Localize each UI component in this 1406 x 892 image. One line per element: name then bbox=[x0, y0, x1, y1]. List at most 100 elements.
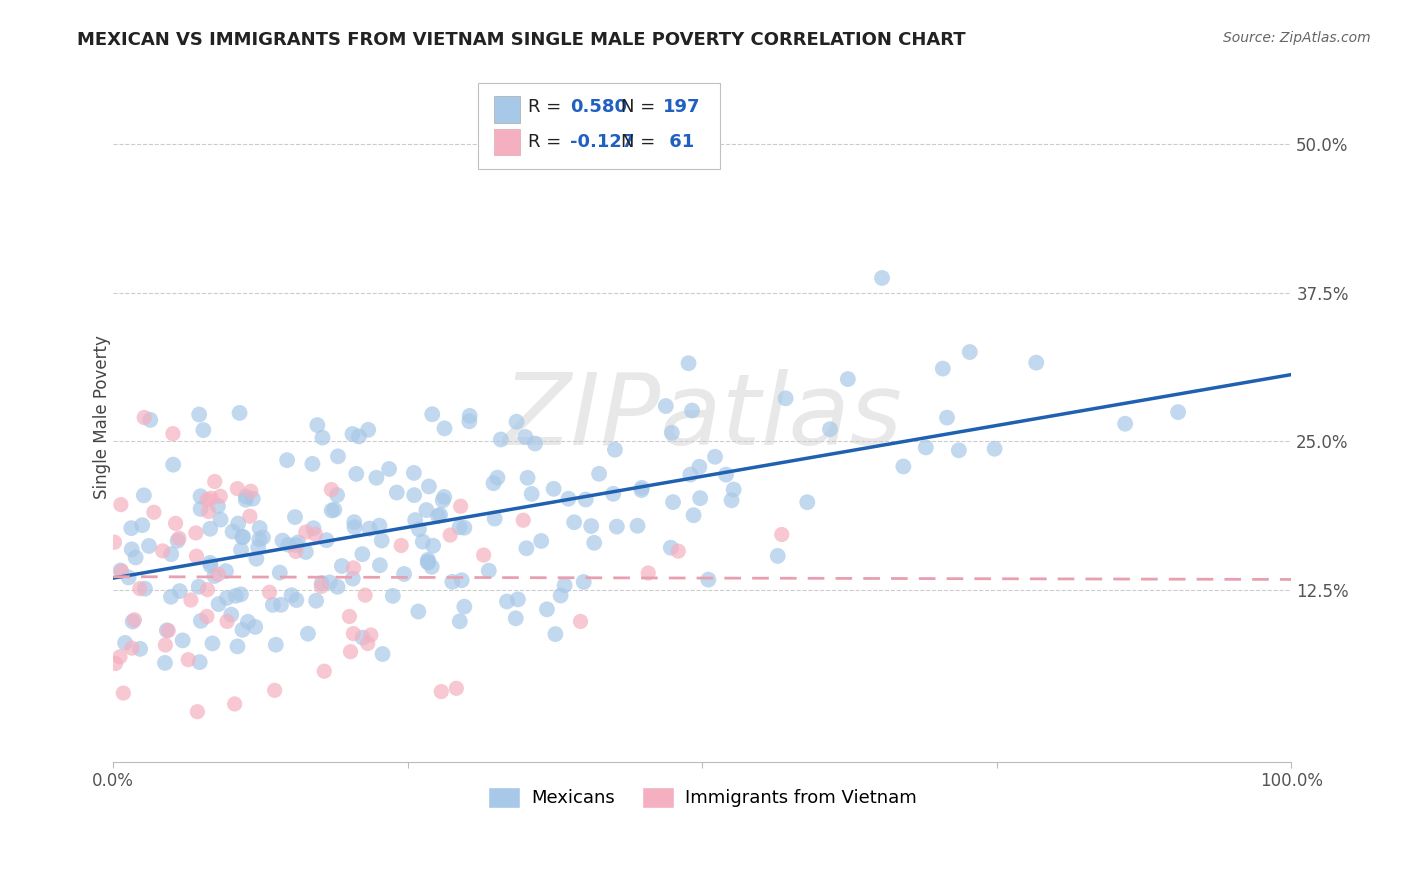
Legend: Mexicans, Immigrants from Vietnam: Mexicans, Immigrants from Vietnam bbox=[481, 780, 924, 814]
Text: 197: 197 bbox=[664, 98, 702, 117]
Point bbox=[983, 442, 1005, 456]
Point bbox=[418, 479, 440, 493]
Point bbox=[583, 536, 606, 550]
Point bbox=[389, 538, 412, 552]
Point bbox=[439, 528, 461, 542]
Point bbox=[114, 636, 136, 650]
Point bbox=[231, 623, 253, 637]
Point bbox=[239, 484, 262, 499]
Point bbox=[321, 483, 343, 497]
Point bbox=[420, 559, 443, 574]
Text: N =: N = bbox=[621, 133, 655, 151]
Point bbox=[371, 647, 394, 661]
Point bbox=[562, 515, 585, 529]
Point bbox=[326, 580, 349, 594]
Point bbox=[368, 518, 391, 533]
Point bbox=[458, 409, 481, 423]
Text: R =: R = bbox=[527, 98, 561, 117]
Point bbox=[543, 482, 565, 496]
Point bbox=[184, 525, 207, 540]
Point bbox=[661, 425, 683, 440]
Point bbox=[228, 406, 250, 420]
Point bbox=[368, 558, 391, 573]
FancyBboxPatch shape bbox=[494, 128, 520, 155]
Point bbox=[422, 539, 444, 553]
Point bbox=[506, 592, 529, 607]
Point bbox=[117, 570, 139, 584]
Point bbox=[226, 482, 249, 496]
Point bbox=[229, 587, 252, 601]
Point bbox=[530, 533, 553, 548]
Point bbox=[404, 488, 426, 502]
Point bbox=[515, 541, 537, 556]
Point bbox=[285, 593, 308, 607]
Point bbox=[193, 423, 215, 437]
Y-axis label: Single Male Poverty: Single Male Poverty bbox=[93, 335, 111, 500]
Point bbox=[679, 467, 702, 482]
Text: Source: ZipAtlas.com: Source: ZipAtlas.com bbox=[1223, 31, 1371, 45]
Point bbox=[1114, 417, 1136, 431]
Point bbox=[496, 594, 519, 608]
Point bbox=[433, 490, 456, 504]
Point bbox=[285, 538, 308, 552]
Point bbox=[342, 626, 364, 640]
Point bbox=[343, 515, 366, 529]
Point bbox=[301, 457, 323, 471]
Point bbox=[557, 491, 579, 506]
Point bbox=[914, 441, 936, 455]
Point bbox=[124, 613, 146, 627]
Point bbox=[187, 580, 209, 594]
Point bbox=[225, 589, 247, 603]
Text: 61: 61 bbox=[664, 133, 695, 151]
Point bbox=[343, 520, 366, 534]
Point bbox=[314, 664, 336, 678]
Point bbox=[449, 520, 471, 534]
Point bbox=[433, 421, 456, 435]
Point bbox=[252, 531, 274, 545]
Text: R =: R = bbox=[527, 133, 561, 151]
FancyBboxPatch shape bbox=[478, 83, 720, 169]
Point bbox=[259, 585, 281, 599]
Point bbox=[207, 567, 229, 582]
Point bbox=[197, 582, 219, 597]
Point bbox=[392, 566, 415, 581]
Point bbox=[235, 492, 257, 507]
Point bbox=[277, 538, 299, 552]
Point bbox=[287, 535, 309, 549]
Point bbox=[321, 503, 343, 517]
Point bbox=[231, 530, 253, 544]
Point bbox=[215, 591, 238, 605]
Point bbox=[269, 566, 291, 580]
Point bbox=[139, 413, 162, 427]
Point bbox=[124, 550, 146, 565]
Point bbox=[190, 502, 212, 516]
Point bbox=[226, 516, 249, 531]
Point bbox=[427, 508, 450, 523]
Point bbox=[195, 492, 218, 507]
Point bbox=[524, 436, 547, 450]
Point bbox=[284, 544, 307, 558]
Point bbox=[270, 598, 292, 612]
Point bbox=[155, 638, 177, 652]
Point bbox=[520, 487, 543, 501]
Point bbox=[339, 645, 361, 659]
Point bbox=[134, 410, 156, 425]
Point bbox=[315, 533, 337, 548]
Point bbox=[200, 558, 222, 573]
Point bbox=[104, 657, 127, 671]
Point bbox=[682, 508, 704, 523]
Point bbox=[330, 559, 353, 574]
Point bbox=[478, 564, 501, 578]
Point bbox=[420, 407, 443, 421]
Point bbox=[235, 490, 257, 504]
Point bbox=[453, 599, 475, 614]
Point bbox=[172, 633, 194, 648]
Point bbox=[515, 430, 537, 444]
Point bbox=[415, 503, 437, 517]
Point bbox=[352, 547, 374, 561]
Point bbox=[429, 508, 451, 522]
Point bbox=[1025, 356, 1047, 370]
Point bbox=[344, 467, 367, 481]
Point bbox=[198, 556, 221, 570]
Point bbox=[160, 590, 183, 604]
